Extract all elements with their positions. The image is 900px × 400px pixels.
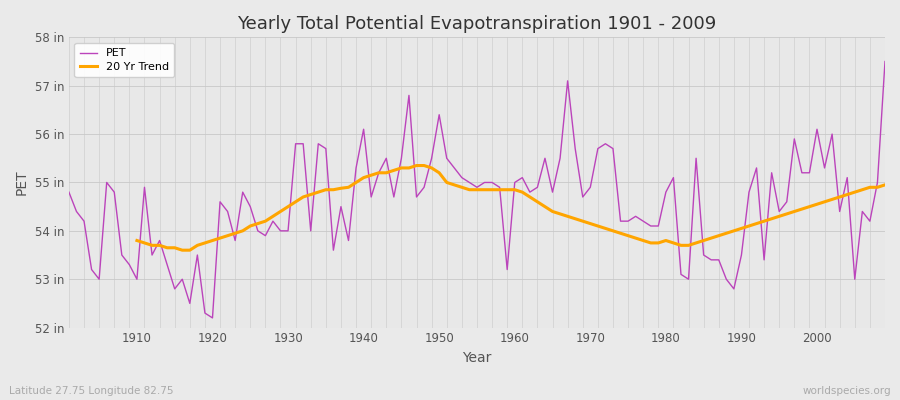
Y-axis label: PET: PET [15,170,29,195]
20 Yr Trend [131,238,142,243]
20 Yr Trend [592,224,603,228]
20 Yr Trend [313,190,324,194]
X-axis label: Year: Year [463,351,491,365]
Line: PET: PET [69,62,885,318]
Legend: PET, 20 Yr Trend: PET, 20 Yr Trend [75,43,175,77]
20 Yr Trend [834,194,845,199]
PET [517,175,527,180]
PET [509,180,520,185]
20 Yr Trend [532,200,543,204]
PET [879,59,890,64]
PET [124,262,135,267]
20 Yr Trend [177,248,188,252]
20 Yr Trend [879,182,890,187]
Title: Yearly Total Potential Evapotranspiration 1901 - 2009: Yearly Total Potential Evapotranspiratio… [238,15,716,33]
Text: worldspecies.org: worldspecies.org [803,386,891,396]
PET [343,238,354,243]
PET [298,141,309,146]
20 Yr Trend [857,187,868,192]
20 Yr Trend [283,204,293,209]
Line: 20 Yr Trend: 20 Yr Trend [137,166,885,250]
Text: Latitude 27.75 Longitude 82.75: Latitude 27.75 Longitude 82.75 [9,386,174,396]
PET [64,190,75,194]
20 Yr Trend [411,163,422,168]
PET [608,146,618,151]
PET [207,316,218,320]
